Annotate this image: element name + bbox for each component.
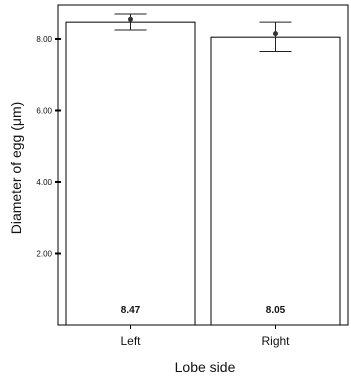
bar-value-label: 8.47 [121,305,141,316]
mean-point [128,16,133,22]
x-tick-label: Right [261,334,290,348]
y-tick-label: 2.00 [36,249,52,258]
y-ticks: 2.00 4.00 6.00 8.00 [36,35,61,258]
bar-value-label: 8.05 [266,305,286,316]
x-tick-label: Left [120,334,141,348]
x-category-labels: Left Right [120,325,290,348]
bar-right [210,36,341,326]
y-tick-label: 8.00 [36,35,52,44]
error-bars [114,13,292,52]
bar-value-labels: 8.47 8.05 [121,305,286,316]
mean-point [273,31,278,37]
mean-points [128,16,278,37]
bar-left [65,21,196,326]
y-axis-label: Diameter of egg (μm) [8,102,24,235]
y-tick-label: 6.00 [36,106,52,115]
x-axis-label: Lobe side [175,359,236,375]
y-tick-label: 4.00 [36,178,52,187]
